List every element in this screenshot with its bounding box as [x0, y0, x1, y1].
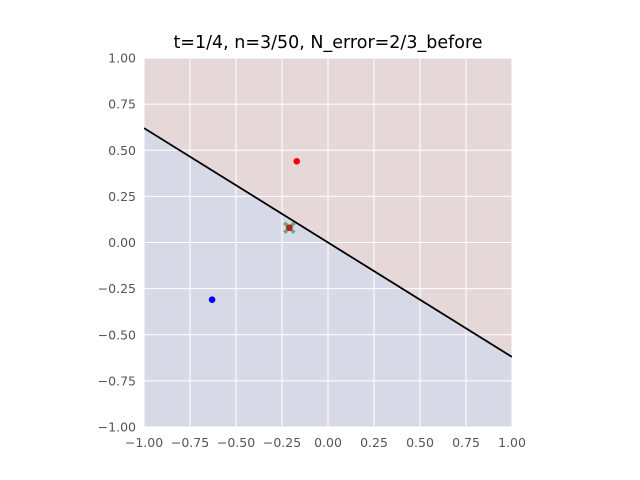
chart-title: t=1/4, n=3/50, N_error=2/3_before [173, 33, 482, 53]
plot-area [143, 57, 513, 428]
y-tick-label: 0.50 [108, 143, 136, 158]
axes: −1.00 −0.75 −0.50 −0.25 0.00 0.25 0.50 0.75 1.00… [98, 51, 526, 451]
data-point [286, 224, 293, 232]
y-tick-label: 0.75 [108, 97, 136, 112]
x-tick-label: 0.00 [314, 435, 342, 450]
data-point [293, 158, 301, 165]
y-tick-label: −0.25 [98, 281, 136, 296]
y-tick-label: 1.00 [108, 51, 136, 66]
data-point [208, 296, 216, 303]
y-tick-label: −0.75 [98, 373, 136, 388]
decision-boundary-line [144, 127, 512, 358]
x-tick-label: −0.50 [217, 435, 255, 450]
y-tick-label: −0.50 [98, 327, 136, 342]
y-tick-label: 0.00 [108, 235, 136, 250]
y-tick-label: −1.00 [98, 420, 136, 435]
x-tick-label: −1.00 [125, 435, 163, 450]
x-tick-label: 0.25 [360, 435, 388, 450]
x-tick-label: 0.50 [406, 435, 434, 450]
x-tick-label: −0.25 [263, 435, 301, 450]
x-tick-label: 1.00 [498, 435, 526, 450]
x-tick-label: 0.75 [452, 435, 480, 450]
y-tick-label: 0.25 [108, 189, 136, 204]
x-tick-label: −0.75 [171, 435, 209, 450]
